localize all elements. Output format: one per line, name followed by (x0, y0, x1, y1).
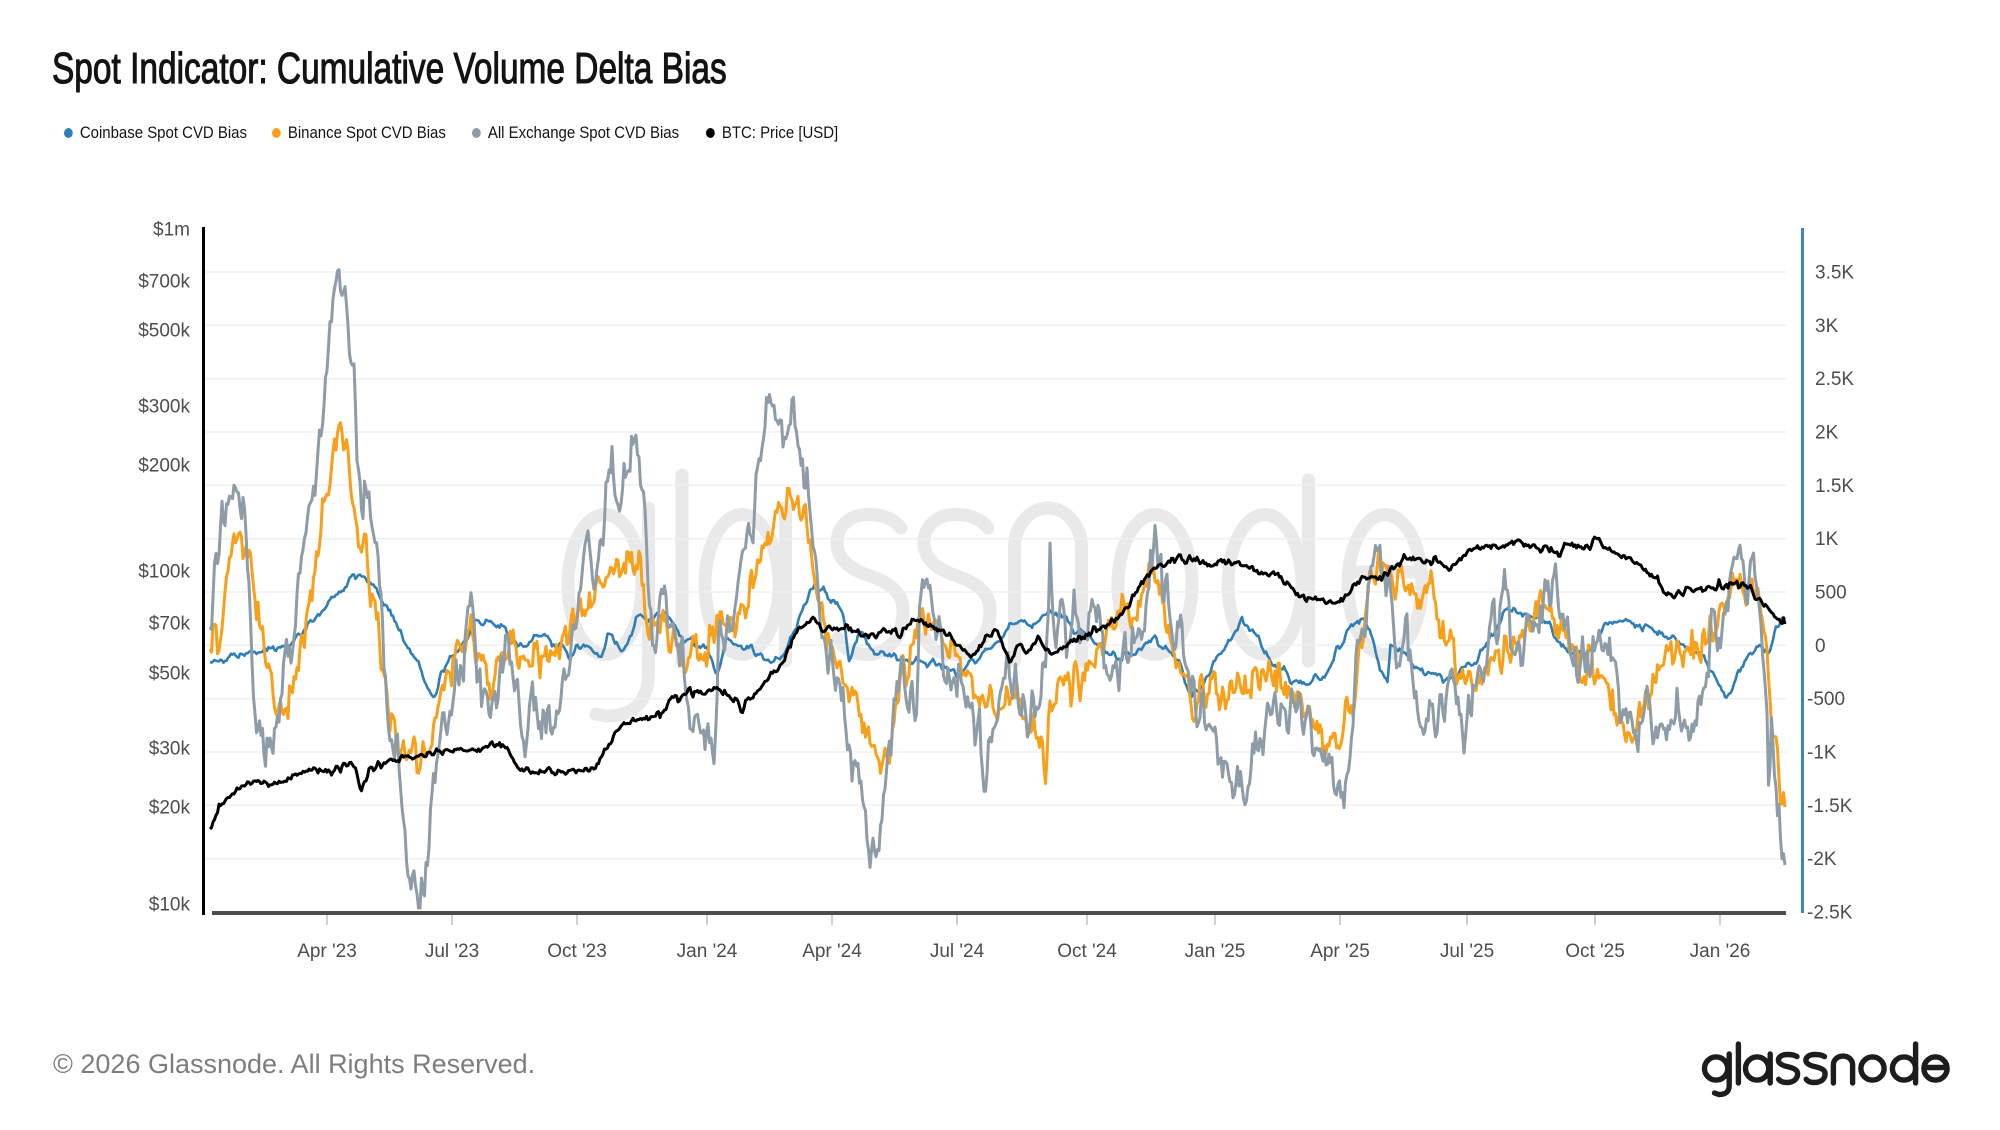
svg-text:$300k: $300k (138, 397, 190, 418)
svg-text:Oct '25: Oct '25 (1565, 941, 1625, 962)
svg-text:$100k: $100k (138, 562, 190, 583)
svg-text:$20k: $20k (149, 798, 191, 819)
svg-text:1.5K: 1.5K (1815, 476, 1854, 497)
svg-text:$700k: $700k (138, 272, 190, 293)
svg-text:Jan '25: Jan '25 (1185, 941, 1246, 962)
svg-text:Oct '24: Oct '24 (1057, 941, 1117, 962)
svg-text:$70k: $70k (149, 614, 191, 635)
svg-text:$50k: $50k (149, 664, 191, 685)
svg-text:Jul '23: Jul '23 (425, 941, 479, 962)
svg-text:0: 0 (1815, 636, 1826, 657)
svg-text:-500: -500 (1807, 689, 1845, 710)
svg-text:Jul '25: Jul '25 (1440, 941, 1494, 962)
svg-text:Oct '23: Oct '23 (547, 941, 607, 962)
svg-text:-2K: -2K (1807, 849, 1837, 870)
svg-text:500: 500 (1815, 583, 1847, 604)
svg-text:-2.5K: -2.5K (1807, 903, 1853, 924)
svg-text:$200k: $200k (138, 456, 190, 477)
svg-text:$30k: $30k (149, 739, 191, 760)
svg-text:3K: 3K (1815, 316, 1839, 337)
svg-text:-1.5K: -1.5K (1807, 796, 1853, 817)
svg-text:1K: 1K (1815, 529, 1839, 550)
svg-text:2K: 2K (1815, 423, 1839, 444)
svg-text:Apr '24: Apr '24 (802, 941, 862, 962)
svg-text:Jan '24: Jan '24 (677, 941, 738, 962)
svg-text:$1m: $1m (153, 220, 190, 241)
svg-text:Jul '24: Jul '24 (930, 941, 985, 962)
svg-text:$500k: $500k (138, 321, 190, 342)
svg-text:-1K: -1K (1807, 743, 1837, 764)
svg-text:Apr '25: Apr '25 (1310, 941, 1370, 962)
svg-text:Apr '23: Apr '23 (297, 941, 357, 962)
svg-text:3.5K: 3.5K (1815, 263, 1854, 284)
svg-text:Jan '26: Jan '26 (1690, 941, 1751, 962)
svg-text:$10k: $10k (149, 895, 191, 916)
svg-text:2.5K: 2.5K (1815, 369, 1854, 390)
